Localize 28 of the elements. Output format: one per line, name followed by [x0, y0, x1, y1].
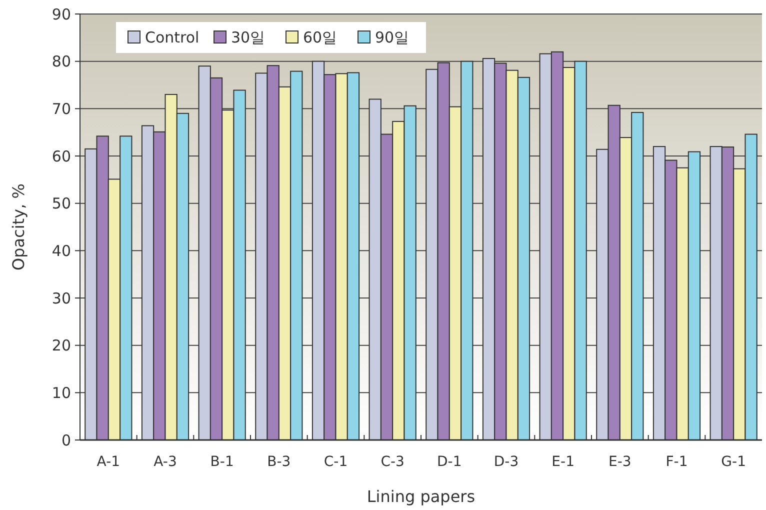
legend-label: 60일 [303, 28, 338, 46]
x-tick-label: D-1 [437, 454, 462, 470]
y-axis-title: Opacity, % [9, 184, 28, 270]
y-tick-label: 90 [52, 5, 71, 24]
y-tick-label: 0 [61, 431, 71, 450]
x-tick-label: C-3 [380, 454, 404, 470]
y-tick-label: 30 [52, 289, 71, 308]
x-tick-label: G-1 [721, 454, 746, 470]
y-tick-label: 70 [52, 100, 71, 118]
x-tick-label: D-3 [494, 454, 519, 470]
x-tick-label: B-3 [267, 454, 291, 470]
x-tick-label: A-3 [154, 454, 177, 470]
x-tick-label: B-1 [210, 454, 234, 470]
legend-label: 30일 [231, 28, 266, 46]
legend-label: 90일 [375, 28, 410, 46]
x-tick-label: E-3 [608, 454, 632, 470]
y-tick-label: 50 [52, 194, 71, 213]
y-tick-label: 80 [52, 52, 71, 71]
y-tick-label: 40 [52, 242, 71, 260]
legend-label: Control [145, 28, 200, 46]
x-axis-title: Lining papers [366, 487, 476, 506]
y-tick-label: 20 [52, 336, 71, 355]
y-tick-label: 60 [52, 147, 71, 166]
y-tick-label: 10 [52, 384, 71, 402]
x-tick-label: A-1 [96, 454, 120, 470]
x-tick-label: C-1 [324, 454, 348, 470]
x-tick-label: E-1 [552, 454, 574, 470]
x-tick-label: F-1 [666, 454, 688, 470]
